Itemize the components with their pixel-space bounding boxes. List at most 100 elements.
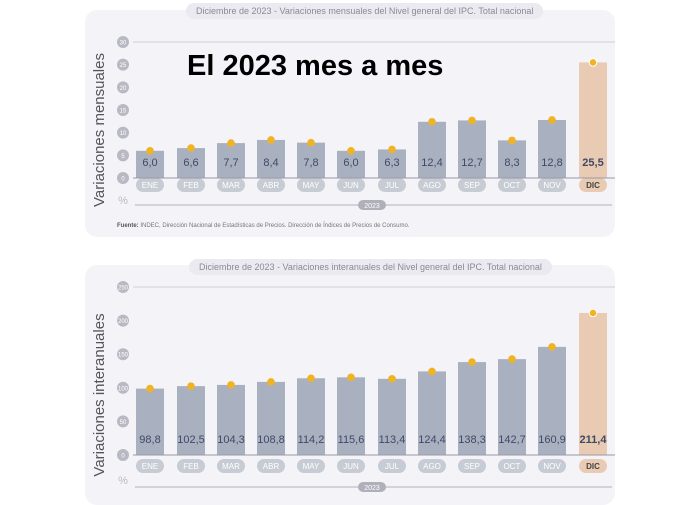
bar-feb — [177, 386, 205, 455]
category-pill — [337, 178, 365, 192]
bar-dic — [579, 62, 607, 178]
y-tick-marker — [117, 36, 129, 48]
data-point — [468, 358, 476, 366]
y-tick-label: 10 — [120, 131, 127, 137]
source-note: Fuente: INDEC, Dirección Nacional de Est… — [117, 223, 410, 229]
unit-label: % — [118, 475, 128, 487]
value-label: 142,7 — [498, 434, 526, 446]
bar-mar — [217, 384, 245, 455]
data-point — [227, 381, 235, 389]
bar-ago — [418, 371, 446, 455]
data-point — [307, 138, 315, 147]
y-tick-marker — [117, 281, 129, 293]
category-label: MAR — [222, 462, 240, 471]
value-label: 6,6 — [183, 157, 198, 169]
category-pill — [337, 459, 365, 473]
bar-oct — [498, 359, 526, 455]
y-tick-marker — [117, 172, 129, 184]
data-point — [347, 373, 355, 382]
monthly-chart-panel — [85, 10, 615, 237]
value-label: 12,7 — [461, 157, 482, 169]
value-label: 104,3 — [217, 434, 245, 446]
category-label: MAY — [303, 181, 320, 190]
y-tick-label: 200 — [118, 319, 129, 325]
y-tick-marker — [117, 415, 129, 428]
value-label: 6,0 — [142, 157, 157, 169]
y-tick-marker — [117, 348, 129, 361]
y-tick-marker — [117, 149, 129, 162]
category-pill — [378, 459, 406, 473]
y-tick-label: 250 — [118, 286, 129, 292]
data-point — [187, 382, 195, 390]
bar-ago — [418, 121, 446, 178]
bar-jun — [337, 150, 365, 178]
category-pill — [579, 459, 607, 473]
y-tick-label: 25 — [120, 63, 127, 69]
value-label: 6,0 — [343, 157, 358, 169]
category-label: ENE — [142, 181, 158, 190]
category-label: ENE — [142, 462, 158, 471]
data-point — [428, 367, 436, 376]
category-pill — [418, 459, 446, 473]
category-pill — [177, 178, 205, 192]
bar-jul — [378, 149, 406, 178]
bar-abr — [257, 381, 285, 455]
y-tick-label: 150 — [118, 353, 129, 359]
value-label: 138,3 — [458, 434, 486, 446]
category-label: JUL — [385, 181, 400, 190]
category-label: ABR — [263, 181, 280, 190]
category-label: JUL — [385, 462, 400, 471]
data-point — [428, 117, 436, 126]
bar-nov — [538, 346, 566, 455]
bar-sep — [458, 362, 486, 455]
category-pill — [217, 178, 245, 192]
value-label: 12,4 — [421, 157, 442, 169]
y-tick-label: 15 — [120, 109, 127, 115]
value-label: 7,8 — [303, 157, 318, 169]
data-point — [187, 144, 195, 152]
bar-abr — [257, 139, 285, 178]
year-pill — [358, 200, 386, 210]
bar-ene — [136, 388, 164, 455]
category-label: AGO — [423, 181, 441, 190]
category-pill — [136, 178, 164, 192]
monthly-chart-title: Diciembre de 2023 - Variaciones mensuale… — [186, 3, 544, 19]
y-tick-marker — [117, 314, 129, 327]
category-pill — [378, 178, 406, 192]
y-tick-label: 0 — [121, 454, 125, 460]
data-point — [267, 378, 275, 386]
y-tick-label: 20 — [120, 86, 127, 92]
value-label: 113,4 — [379, 434, 406, 446]
bar-jul — [378, 378, 406, 455]
category-pill — [257, 178, 285, 192]
category-label: FEB — [183, 462, 199, 471]
value-label: 115,6 — [338, 434, 365, 446]
category-label: SEP — [464, 181, 480, 190]
value-label: 114,2 — [298, 434, 325, 446]
category-pill — [538, 459, 566, 473]
value-label: 102,5 — [177, 434, 205, 446]
yearly-chart-title: Diciembre de 2023 - Variaciones interanu… — [189, 259, 552, 275]
category-label: OCT — [504, 462, 521, 471]
data-point — [388, 374, 396, 383]
y-tick-marker — [117, 81, 129, 94]
y-tick-label: 0 — [121, 177, 125, 183]
data-point — [146, 384, 154, 393]
y-tick-marker — [117, 449, 129, 461]
data-point — [388, 145, 396, 154]
y-tick-marker — [117, 381, 129, 394]
bar-mar — [217, 143, 245, 178]
category-label: OCT — [504, 181, 521, 190]
category-label: DIC — [586, 462, 600, 471]
overlay-title: El 2023 mes a mes — [187, 50, 444, 82]
bar-feb — [177, 148, 205, 178]
y-axis-label: Variaciones interanuales — [91, 313, 108, 476]
bar-ene — [136, 150, 164, 178]
y-axis-label: Variaciones mensuales — [91, 53, 108, 207]
value-label: 7,7 — [223, 157, 238, 169]
data-point — [548, 116, 556, 124]
category-pill — [177, 459, 205, 473]
y-tick-label: 5 — [121, 154, 125, 160]
value-label: 98,8 — [139, 434, 160, 446]
y-tick-label: 50 — [120, 420, 127, 426]
